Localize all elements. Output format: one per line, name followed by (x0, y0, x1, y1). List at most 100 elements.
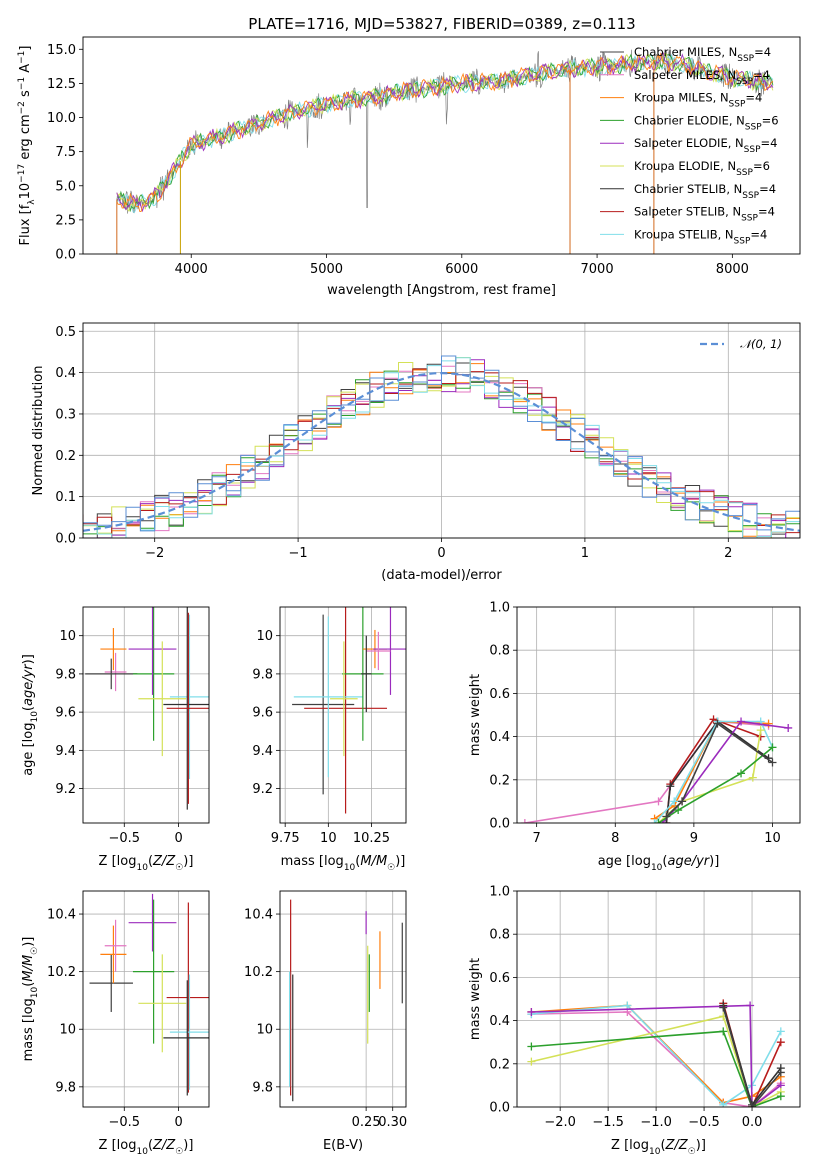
weights_vs_age-ytick-label: 0.6 (489, 687, 510, 702)
weights_vs_age-series-marker (737, 769, 746, 778)
weights_vs_age-plot-area (520, 715, 793, 823)
age_vs_mass-ytick-label: 10 (256, 629, 273, 644)
weights_vs_Z-xtick-label: −2.0 (544, 1115, 576, 1130)
weights_vs_age-ytick-label: 0.0 (489, 817, 510, 832)
residuals-ytick-label: 0.5 (55, 325, 76, 340)
weights_vs_age-ytick-label: 0.8 (489, 644, 510, 659)
weights_vs_Z-series-line (722, 1007, 782, 1107)
residuals-ytick-label: 0.0 (55, 532, 76, 547)
weights_vs_age-ytick-label: 1.0 (489, 601, 510, 616)
weights_vs_age-frame (516, 606, 801, 824)
residuals-ytick-label: 0.2 (55, 449, 76, 464)
spectrum-xtick-label: 4000 (175, 262, 208, 277)
weights_vs_age-series-line (661, 720, 789, 823)
weights_vs_Z-series-line (531, 1030, 782, 1107)
spectrum-legend-label: Salpeter MILES, NSSP=4 (634, 68, 770, 87)
mass_vs_EBV-ytick-label: 10.4 (244, 908, 273, 923)
age_vs_Z-xlabel: Z [log10(Z/Z☉)] (99, 854, 194, 873)
mass_vs_Z-ytick-label: 9.8 (55, 1080, 76, 1095)
residuals-ytick-label: 0.4 (55, 366, 76, 381)
spectrum-legend-label: Salpeter ELODIE, NSSP=4 (634, 136, 777, 155)
spectrum-ytick-label: 5.0 (55, 179, 76, 194)
weights_vs_Z-ytick-label: 0.4 (489, 1014, 510, 1029)
age_vs_Z-ytick-label: 9.4 (55, 744, 76, 759)
weights_vs_age-series-marker (654, 819, 663, 823)
age_vs_Z-ytick-label: 9.8 (55, 667, 76, 682)
weights_vs_Z-xtick-label: −1.5 (592, 1115, 624, 1130)
age_vs_Z-ylabel: age [log10(age/yr)] (21, 654, 40, 776)
residuals-xlabel: (data-model)/error (381, 568, 502, 583)
weights_vs_Z-series-marker (776, 1092, 785, 1101)
age_vs_Z-xtick-label: −0.5 (108, 831, 140, 846)
weights_vs_age-series-marker (670, 797, 679, 806)
mass_vs_Z-xtick-label: 0 (174, 1115, 182, 1130)
weights_vs_age-series-marker (662, 812, 671, 821)
weights_vs_age-xtick-label: 9 (690, 831, 698, 846)
weights_vs_age-series-marker (737, 717, 746, 726)
spectrum-model-line (116, 52, 774, 212)
weights_vs_Z-xtick-label: 0.0 (742, 1115, 763, 1130)
weights_vs_age-series-marker (768, 743, 777, 752)
weights_vs_Z-series-marker (719, 1027, 728, 1036)
mass_vs_Z-xtick-label: −0.5 (108, 1115, 140, 1130)
spectrum-xtick-label: 5000 (310, 262, 343, 277)
weights_vs_age-series-marker (520, 819, 529, 823)
weights_vs_age-series-marker (764, 719, 773, 728)
weights_vs_Z-series-marker (776, 1027, 785, 1036)
weights_vs_Z-ytick-label: 0.6 (489, 971, 510, 986)
weights_vs_Z-series-marker (748, 1103, 757, 1107)
weights_vs_Z-ytick-label: 1.0 (489, 885, 510, 900)
spectrum-legend-label: Kroupa STELIB, NSSP=4 (634, 227, 767, 246)
spectrum-ytick-label: 10.0 (47, 111, 76, 126)
mass_vs_EBV-xtick-label: 0.25 (352, 1115, 381, 1130)
residuals-ylabel: Normed distribution (31, 366, 46, 496)
weights_vs_Z-ytick-label: 0.8 (489, 928, 510, 943)
residuals-ytick-label: 0.1 (55, 490, 76, 505)
spectrum-ylabel: Flux [fλ10−17 erg cm−2 s−1 A−1] (17, 46, 37, 246)
weights_vs_age-ytick-label: 0.4 (489, 730, 510, 745)
age_vs_Z-plot-area (85, 607, 209, 810)
age_vs_mass-xtick-label: 9.75 (271, 831, 300, 846)
age_vs_mass-xlabel: mass [log10(M/M☉)] (281, 854, 406, 873)
spectrum-xlabel: wavelength [Angstrom, rest frame] (327, 283, 556, 298)
weights_vs_age-series-marker (674, 806, 683, 815)
weights_vs_Z-series-marker (527, 1007, 536, 1016)
weights_vs_age-series-line (665, 722, 773, 818)
weights_vs_age-series-marker (713, 719, 722, 728)
mass_vs_Z-xlabel: Z [log10(Z/Z☉)] (99, 1138, 194, 1157)
weights_vs_Z-series-marker (719, 1100, 728, 1107)
residuals-xtick-label: −1 (289, 546, 308, 561)
spectrum-data-line (116, 49, 774, 214)
mass_vs_Z-frame (82, 890, 210, 1108)
weights_vs_Z-plot-area (527, 999, 785, 1107)
weights_vs_Z-series-marker (776, 1038, 785, 1047)
spectrum-ytick-label: 7.5 (55, 145, 76, 160)
weights_vs_Z-ytick-label: 0.0 (489, 1101, 510, 1116)
mass_vs_EBV-xtick-label: 0.30 (378, 1115, 407, 1130)
age_vs_Z-ytick-label: 10 (59, 629, 76, 644)
residuals-xtick-label: 0 (437, 546, 445, 561)
weights_vs_Z-xlabel: Z [log10(Z/Z☉)] (611, 1138, 706, 1157)
weights_vs_age-xtick-label: 8 (611, 831, 619, 846)
weights_vs_Z-series-line (531, 1004, 782, 1107)
weights_vs_age-series-marker (666, 782, 675, 791)
weights_vs_Z-series-marker (623, 1001, 632, 1010)
mass_vs_Z-ylabel: mass [log10(M/M☉)] (21, 937, 40, 1062)
residuals-histogram-line (83, 355, 800, 538)
figure-title: PLATE=1716, MJD=53827, FIBERID=0389, z=0… (248, 15, 635, 33)
residuals-normal-curve (83, 371, 800, 532)
weights_vs_age-xlabel: age [log10(age/yr)] (598, 854, 720, 873)
spectrum-ytick-label: 2.5 (55, 213, 76, 228)
age_vs_mass-ytick-label: 9.2 (252, 782, 273, 797)
weights_vs_age-ytick-label: 0.2 (489, 773, 510, 788)
weights_vs_age-series-marker (654, 797, 663, 806)
residuals-frame (82, 322, 801, 539)
residuals-ytick-label: 0.3 (55, 407, 76, 422)
spectrum-ytick-label: 0.0 (55, 248, 76, 263)
weights_vs_age-series-marker (756, 726, 765, 735)
weights_vs_Z-ytick-label: 0.2 (489, 1057, 510, 1072)
residuals-xtick-label: 2 (724, 546, 732, 561)
spectrum-ytick-label: 12.5 (47, 77, 76, 92)
weights_vs_age-series-marker (768, 758, 777, 767)
mass_vs_EBV-ytick-label: 9.8 (252, 1080, 273, 1095)
